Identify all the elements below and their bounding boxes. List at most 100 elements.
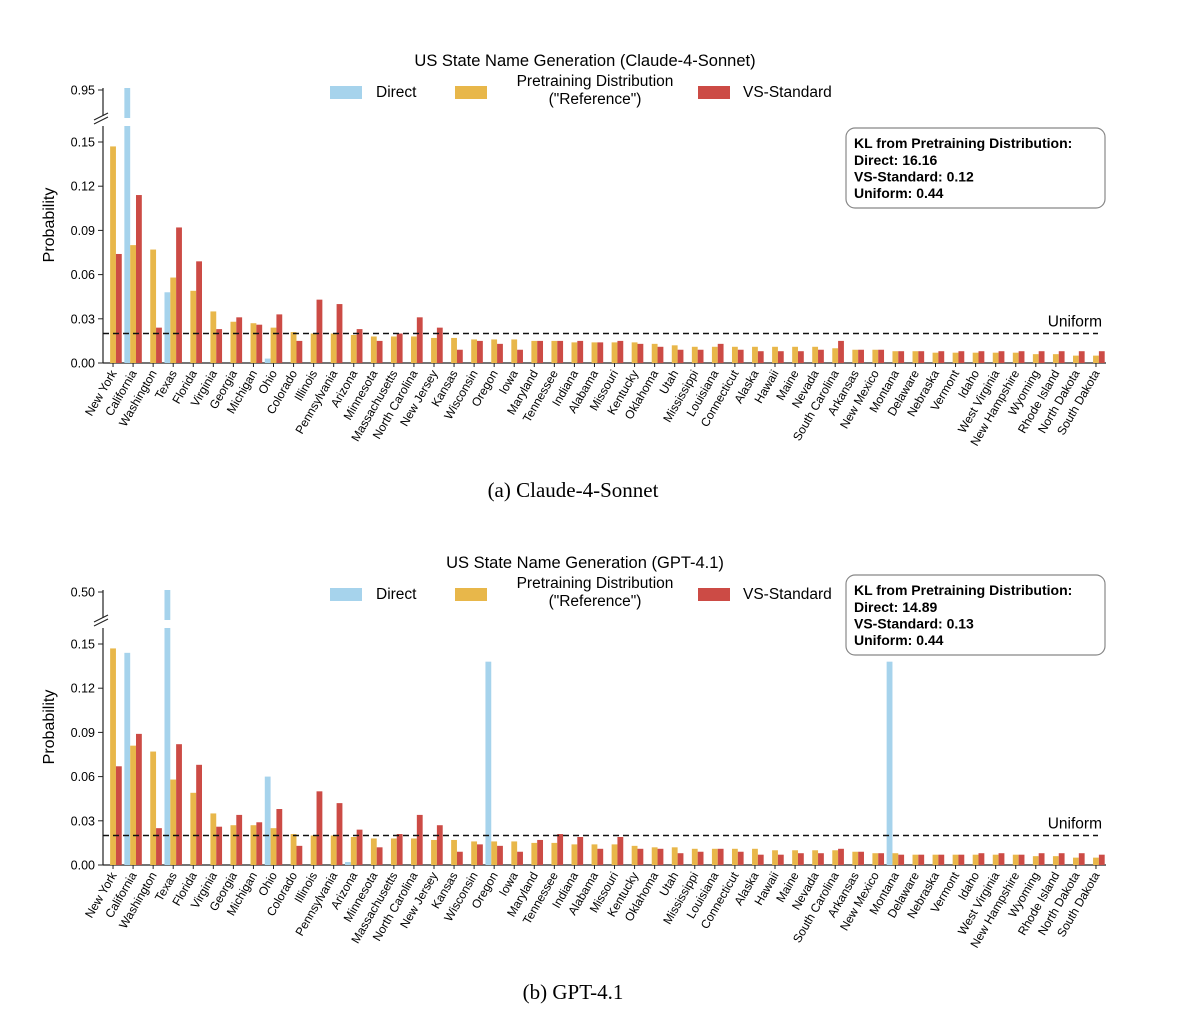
bar-vs-standard (757, 854, 764, 865)
bar-pretraining-distribution (611, 342, 618, 363)
bar-pretraining-distribution (190, 792, 197, 865)
bar-pretraining-distribution (752, 346, 758, 363)
bar-vs-standard (577, 340, 584, 363)
bar-pretraining-distribution (190, 290, 197, 363)
bar-pretraining-distribution (370, 838, 377, 865)
bar-pretraining-distribution (1052, 354, 1059, 363)
bar-vs-standard (196, 261, 202, 363)
bar-vs-standard (1078, 351, 1085, 363)
bar-vs-standard (236, 814, 243, 865)
bar-vs-standard (456, 349, 463, 363)
bar-pretraining-distribution (110, 146, 116, 363)
bar-pretraining-distribution (611, 844, 618, 865)
bar-pretraining-distribution (992, 352, 999, 363)
bar-pretraining-distribution (591, 844, 598, 865)
y-tick-label: 0.00 (71, 859, 95, 873)
bar-pretraining-distribution (471, 841, 478, 865)
bar-pretraining-distribution (451, 337, 457, 363)
bar-pretraining-distribution (290, 834, 297, 865)
bar-pretraining-distribution (872, 853, 879, 865)
bar-vs-standard (497, 343, 503, 363)
bar-vs-standard (577, 837, 584, 865)
y-tick-label: 0.03 (71, 814, 95, 828)
bar-vs-standard (1058, 351, 1065, 363)
bar-pretraining-distribution (731, 346, 738, 363)
bar-direct (124, 126, 131, 363)
bar-vs-standard (717, 848, 724, 865)
bar-pretraining-distribution (812, 850, 819, 865)
bar-pretraining-distribution (912, 854, 919, 865)
kl-box-line: Uniform: 0.44 (854, 632, 944, 648)
bar-vs-standard (938, 854, 945, 865)
y-tick-label: 0.06 (71, 770, 95, 784)
bar-pretraining-distribution (431, 839, 437, 865)
bar-pretraining-distribution (932, 854, 939, 865)
bar-pretraining-distribution (451, 839, 457, 865)
bar-vs-standard (1098, 351, 1105, 363)
y-tick-label-upper: 0.95 (71, 84, 95, 98)
kl-box-line: VS-Standard: 0.13 (854, 616, 974, 632)
legend-swatch-pretraining-distribution (455, 86, 487, 99)
bar-vs-standard (216, 826, 223, 865)
bar-pretraining-distribution (832, 850, 839, 865)
bar-pretraining-distribution (1032, 354, 1039, 363)
figure-caption: (b) GPT-4.1 (523, 980, 624, 1004)
kl-annotation-box (845, 574, 1106, 656)
bar-pretraining-distribution (310, 333, 317, 363)
bar-vs-standard (777, 351, 784, 363)
bar-pretraining-distribution (1012, 352, 1019, 363)
bar-pretraining-distribution (792, 850, 798, 865)
bar-pretraining-distribution (130, 745, 136, 865)
bar-pretraining-distribution (571, 844, 578, 865)
bar-upper-segment (124, 88, 131, 118)
bar-pretraining-distribution (952, 854, 959, 865)
bar-vs-standard (918, 854, 925, 865)
axis-break-mark (93, 112, 109, 121)
bar-pretraining-distribution (1093, 857, 1099, 865)
bar-vs-standard (838, 340, 844, 363)
bar-vs-standard (878, 853, 885, 865)
bar-pretraining-distribution (350, 335, 357, 363)
bar-vs-standard (1018, 854, 1025, 865)
bar-pretraining-distribution (752, 848, 758, 865)
bar-vs-standard (416, 317, 423, 363)
bar-pretraining-distribution (671, 847, 678, 865)
chart-title: US State Name Generation (GPT-4.1) (446, 554, 724, 572)
bar-vs-standard (296, 340, 303, 363)
bar-vs-standard (456, 851, 463, 865)
y-axis-label: Probability (41, 690, 58, 765)
bar-vs-standard (156, 828, 162, 865)
bar-pretraining-distribution (1012, 854, 1019, 865)
bar-pretraining-distribution (250, 323, 257, 363)
bar-pretraining-distribution (972, 352, 979, 363)
kl-box-line: Direct: 16.16 (854, 152, 937, 168)
bar-pretraining-distribution (310, 835, 317, 865)
bar-pretraining-distribution (551, 842, 558, 865)
bar-direct (164, 292, 171, 363)
y-tick-label: 0.03 (71, 312, 95, 326)
kl-box-title: KL from Pretraining Distribution: (854, 135, 1072, 151)
bar-pretraining-distribution (150, 751, 157, 865)
legend-label: Direct (376, 84, 417, 101)
legend-label: VS-Standard (743, 586, 832, 603)
figure-caption: (a) Claude-4-Sonnet (488, 478, 659, 502)
bar-pretraining-distribution (531, 340, 538, 363)
bar-vs-standard (156, 327, 162, 363)
bar-pretraining-distribution (511, 841, 518, 865)
bar-vs-standard (376, 340, 383, 363)
bar-pretraining-distribution (390, 838, 397, 865)
bar-pretraining-distribution (671, 345, 678, 363)
bar-vs-standard (717, 343, 724, 363)
bar-pretraining-distribution (711, 848, 718, 865)
bar-vs-standard (1078, 853, 1085, 865)
bar-vs-standard (376, 847, 383, 865)
bar-vs-standard (236, 317, 243, 363)
y-tick-label-upper: 0.50 (71, 586, 95, 600)
bar-vs-standard (677, 349, 684, 363)
bar-pretraining-distribution (250, 825, 257, 865)
bar-vs-standard (898, 854, 905, 865)
legend-label: Pretraining Distribution ("Reference") (517, 575, 674, 610)
bar-vs-standard (1098, 854, 1105, 865)
bar-pretraining-distribution (110, 648, 116, 865)
